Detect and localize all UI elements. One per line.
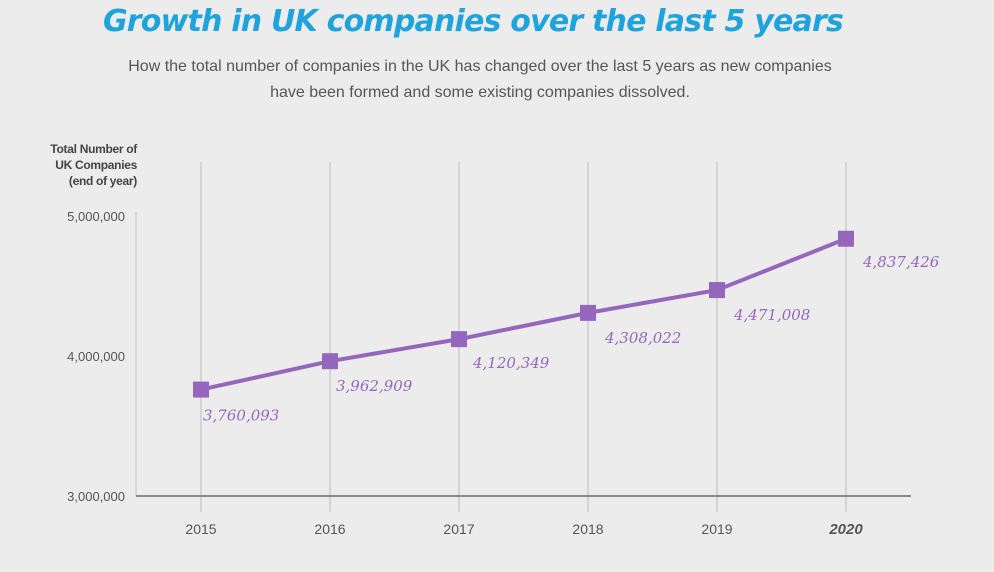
chart-title: Growth in UK companies over the last 5 y… — [102, 4, 844, 39]
y-axis-title-line: UK Companies — [55, 158, 137, 172]
data-label: 4,837,426 — [862, 253, 940, 271]
data-point-marker — [193, 381, 209, 398]
axes — [135, 212, 911, 497]
data-label: 3,962,909 — [336, 377, 413, 395]
y-axis-title-line: (end of year) — [68, 174, 137, 188]
data-point-marker — [451, 331, 467, 348]
x-tick-label: 2019 — [701, 521, 732, 537]
data-point-marker — [322, 353, 338, 370]
data-label: 4,120,349 — [472, 354, 550, 372]
series-line-group — [193, 230, 854, 398]
x-tick-label: 2017 — [443, 521, 474, 537]
data-label: 3,760,093 — [203, 407, 279, 425]
chart-subtitle: How the total number of companies in the… — [60, 54, 900, 106]
y-axis-title-line: Total Number of — [50, 142, 137, 156]
data-labels: 3,760,093 3,962,909 4,120,349 4,308,022 4,47… — [203, 253, 940, 425]
y-tick-label: 4,000,000 — [67, 349, 125, 364]
series-line — [200, 236, 847, 392]
subtitle-line: have been formed and some existing compa… — [270, 84, 690, 101]
x-tick-label: 2015 — [185, 521, 216, 537]
x-tick-label: 2020 — [828, 521, 863, 538]
tick-labels: 3,000,000 4,000,000 5,000,000 2015 2016 2017 2… — [67, 209, 863, 538]
data-point-marker — [838, 230, 854, 247]
subtitle-line: How the total number of companies in the… — [128, 58, 832, 75]
x-tick-label: 2016 — [314, 521, 345, 537]
gridlines — [200, 162, 847, 512]
x-tick-label: 2018 — [572, 521, 603, 537]
y-tick-label: 5,000,000 — [67, 209, 125, 224]
y-tick-label: 3,000,000 — [67, 489, 125, 504]
data-point-marker — [709, 282, 725, 299]
y-axis-title: Total Number of UK Companies (end of yea… — [0, 141, 137, 189]
data-point-marker — [580, 304, 596, 321]
data-label: 4,471,008 — [733, 306, 810, 324]
data-label: 4,308,022 — [604, 329, 681, 347]
